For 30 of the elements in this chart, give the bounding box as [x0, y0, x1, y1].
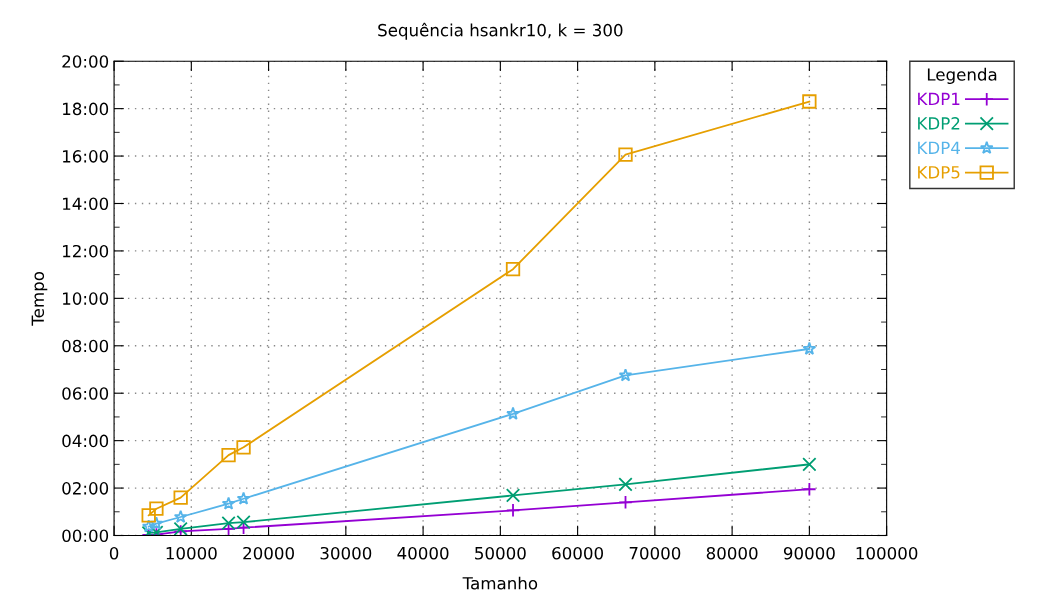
- x-tick-label: 10000: [166, 546, 217, 560]
- y-tick-label: 16:00: [63, 150, 109, 163]
- text: KDP2: [918, 117, 960, 130]
- y-tick-label: 20:00: [62, 55, 109, 68]
- x-tick-label: 70000: [629, 546, 681, 560]
- y-tick-label: 02:00: [62, 482, 109, 495]
- y-axis-title: Tempo: [31, 271, 48, 326]
- chart-title: Sequência hsankr10, k = 300: [378, 22, 623, 40]
- y-tick-label: 06:00: [62, 387, 109, 400]
- x-tick-label: 50000: [475, 546, 526, 560]
- x-tick-label: 20000: [243, 546, 294, 560]
- y-tick-label: 08:00: [62, 339, 109, 353]
- y-tick-label: 10:00: [63, 292, 109, 305]
- x-tick-label: 90000: [783, 546, 835, 560]
- x-tick-label: 80000: [706, 546, 758, 560]
- x-tick-label: 100000: [856, 546, 918, 560]
- y-tick-label: 12:00: [63, 244, 109, 258]
- y-tick-label: 00:00: [62, 529, 109, 543]
- text: KDP1: [918, 92, 960, 105]
- text: KDP4: [918, 141, 960, 154]
- x-tick-label: 0: [109, 546, 119, 560]
- x-axis-title: Tamanho: [462, 576, 538, 590]
- legend-title: Legenda: [927, 67, 997, 84]
- x-tick-label: 40000: [397, 546, 449, 560]
- y-tick-label: 18:00: [63, 102, 109, 116]
- x-tick-label: 30000: [320, 546, 372, 560]
- y-tick-label: 14:00: [63, 197, 109, 211]
- x-tick-label: 60000: [552, 546, 604, 560]
- text: KDP5: [918, 166, 960, 179]
- y-tick-label: 04:00: [62, 434, 109, 448]
